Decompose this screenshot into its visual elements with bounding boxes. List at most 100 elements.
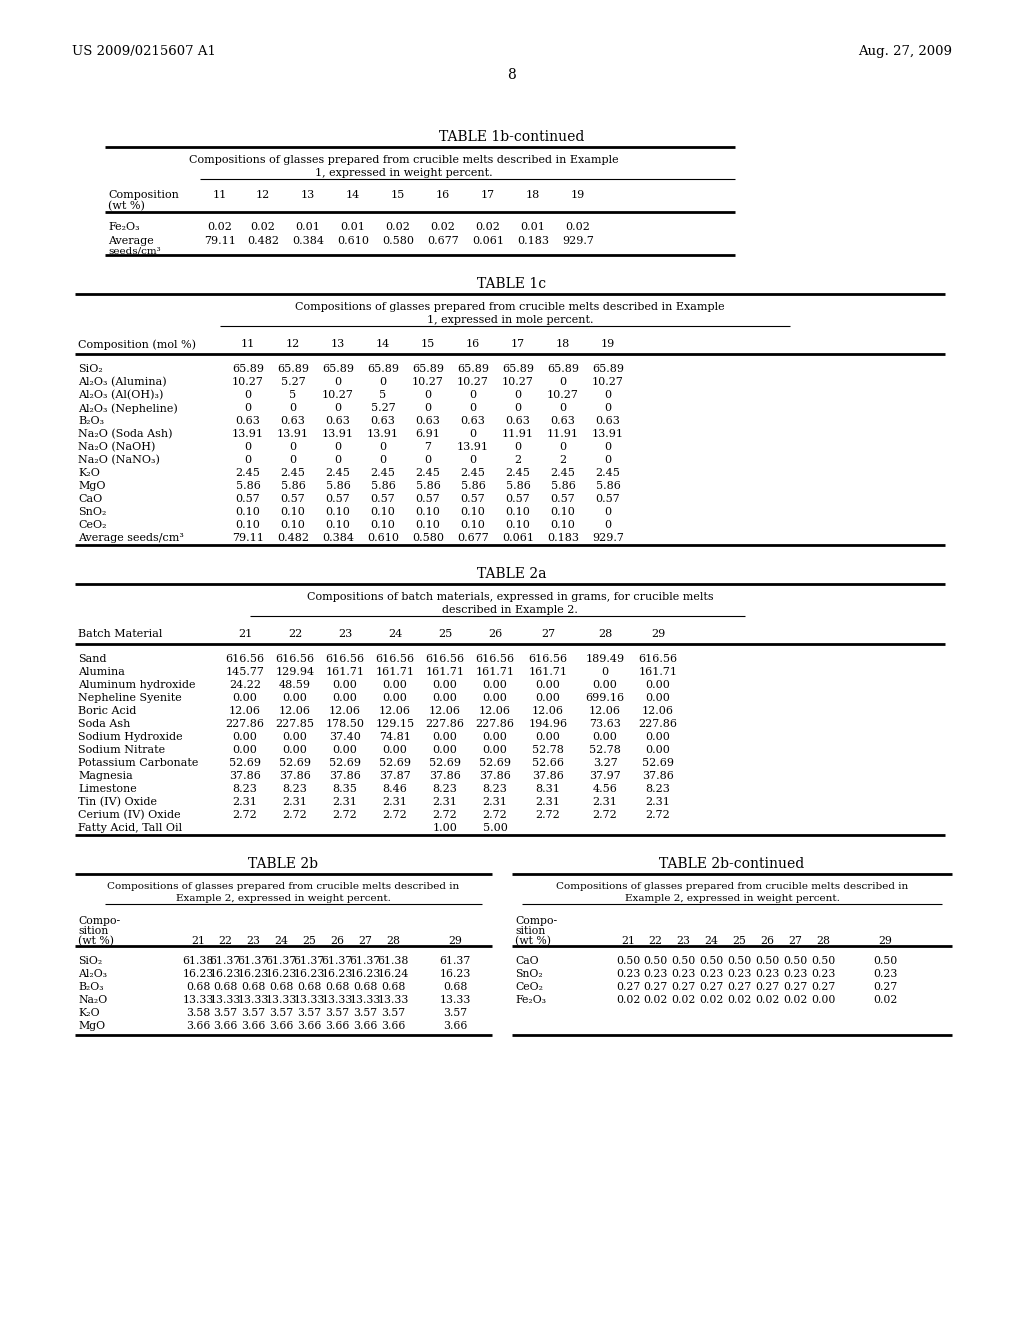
Text: 8.23: 8.23: [482, 784, 508, 795]
Text: 16.23: 16.23: [238, 969, 268, 979]
Text: MgO: MgO: [78, 1020, 105, 1031]
Text: 0.63: 0.63: [236, 416, 260, 426]
Text: 2.31: 2.31: [645, 797, 671, 807]
Text: 23: 23: [246, 936, 260, 946]
Text: 12: 12: [256, 190, 270, 201]
Text: Compositions of glasses prepared from crucible melts described in: Compositions of glasses prepared from cr…: [108, 882, 460, 891]
Text: Compositions of batch materials, expressed in grams, for crucible melts: Compositions of batch materials, express…: [306, 591, 714, 602]
Text: 0.00: 0.00: [536, 680, 560, 690]
Text: Limestone: Limestone: [78, 784, 137, 795]
Text: TABLE 2a: TABLE 2a: [477, 568, 547, 581]
Text: Fatty Acid, Tall Oil: Fatty Acid, Tall Oil: [78, 822, 182, 833]
Text: Soda Ash: Soda Ash: [78, 719, 130, 729]
Text: 16: 16: [436, 190, 451, 201]
Text: 12.06: 12.06: [329, 706, 361, 715]
Text: Batch Material: Batch Material: [78, 630, 163, 639]
Text: 0.01: 0.01: [341, 222, 366, 232]
Text: 27: 27: [541, 630, 555, 639]
Text: 7: 7: [425, 442, 431, 451]
Text: 0: 0: [469, 403, 476, 413]
Text: 10.27: 10.27: [323, 389, 354, 400]
Text: 37.86: 37.86: [642, 771, 674, 781]
Text: 52.69: 52.69: [279, 758, 311, 768]
Text: 21: 21: [191, 936, 205, 946]
Text: 0.00: 0.00: [232, 744, 257, 755]
Text: 2.45: 2.45: [596, 469, 621, 478]
Text: 0.68: 0.68: [297, 982, 322, 993]
Text: Compositions of glasses prepared from crucible melts described in Example: Compositions of glasses prepared from cr…: [295, 302, 725, 312]
Text: 5.86: 5.86: [416, 480, 440, 491]
Text: 37.86: 37.86: [229, 771, 261, 781]
Text: 0.10: 0.10: [236, 520, 260, 531]
Text: 0.57: 0.57: [596, 494, 621, 504]
Text: 929.7: 929.7: [562, 236, 594, 246]
Text: 0.00: 0.00: [283, 693, 307, 704]
Text: 65.89: 65.89: [278, 364, 309, 374]
Text: 8: 8: [508, 69, 516, 82]
Text: 24.22: 24.22: [229, 680, 261, 690]
Text: 5.86: 5.86: [326, 480, 350, 491]
Text: TABLE 1b-continued: TABLE 1b-continued: [439, 129, 585, 144]
Text: 0.57: 0.57: [236, 494, 260, 504]
Text: 0: 0: [514, 389, 521, 400]
Text: 0.02: 0.02: [671, 995, 695, 1005]
Text: 8.23: 8.23: [432, 784, 458, 795]
Text: 25: 25: [302, 936, 316, 946]
Text: 10.27: 10.27: [502, 378, 534, 387]
Text: 0.57: 0.57: [281, 494, 305, 504]
Text: 16: 16: [466, 339, 480, 348]
Text: 0: 0: [380, 455, 387, 465]
Text: 0.00: 0.00: [333, 693, 357, 704]
Text: 0.23: 0.23: [782, 969, 807, 979]
Text: Average: Average: [108, 236, 154, 246]
Text: 5.86: 5.86: [596, 480, 621, 491]
Text: 0.27: 0.27: [643, 982, 667, 993]
Text: 28: 28: [598, 630, 612, 639]
Text: Example 2, expressed in weight percent.: Example 2, expressed in weight percent.: [625, 894, 840, 903]
Text: TABLE 2b-continued: TABLE 2b-continued: [659, 857, 805, 871]
Text: 227.86: 227.86: [426, 719, 465, 729]
Text: 0.63: 0.63: [506, 416, 530, 426]
Text: 0: 0: [335, 442, 342, 451]
Text: 0: 0: [245, 455, 252, 465]
Text: Al₂O₃: Al₂O₃: [78, 969, 106, 979]
Text: US 2009/0215607 A1: US 2009/0215607 A1: [72, 45, 216, 58]
Text: 0.384: 0.384: [292, 236, 324, 246]
Text: 37.86: 37.86: [329, 771, 360, 781]
Text: 16.24: 16.24: [378, 969, 409, 979]
Text: 0: 0: [604, 507, 611, 517]
Text: SnO₂: SnO₂: [78, 507, 106, 517]
Text: 2.31: 2.31: [333, 797, 357, 807]
Text: 0.50: 0.50: [615, 956, 640, 966]
Text: 18: 18: [526, 190, 540, 201]
Text: 2.72: 2.72: [333, 810, 357, 820]
Text: 2.45: 2.45: [371, 469, 395, 478]
Text: 2.45: 2.45: [236, 469, 260, 478]
Text: 73.63: 73.63: [589, 719, 621, 729]
Text: 161.71: 161.71: [475, 667, 514, 677]
Text: 0.02: 0.02: [755, 995, 779, 1005]
Text: 18: 18: [556, 339, 570, 348]
Text: 26: 26: [760, 936, 774, 946]
Text: 1, expressed in weight percent.: 1, expressed in weight percent.: [315, 168, 493, 178]
Text: 2.45: 2.45: [281, 469, 305, 478]
Text: 0.63: 0.63: [551, 416, 575, 426]
Text: 14: 14: [346, 190, 360, 201]
Text: 8.46: 8.46: [383, 784, 408, 795]
Text: 0.57: 0.57: [506, 494, 530, 504]
Text: 178.50: 178.50: [326, 719, 365, 729]
Text: 0.10: 0.10: [326, 520, 350, 531]
Text: 0.68: 0.68: [381, 982, 406, 993]
Text: 161.71: 161.71: [376, 667, 415, 677]
Text: 13.33: 13.33: [265, 995, 297, 1005]
Text: 0: 0: [604, 389, 611, 400]
Text: 12.06: 12.06: [532, 706, 564, 715]
Text: 0.10: 0.10: [461, 507, 485, 517]
Text: 17: 17: [511, 339, 525, 348]
Text: 37.86: 37.86: [532, 771, 564, 781]
Text: 8.23: 8.23: [283, 784, 307, 795]
Text: 0.10: 0.10: [506, 507, 530, 517]
Text: 0: 0: [335, 378, 342, 387]
Text: 13.91: 13.91: [322, 429, 354, 440]
Text: 24: 24: [388, 630, 402, 639]
